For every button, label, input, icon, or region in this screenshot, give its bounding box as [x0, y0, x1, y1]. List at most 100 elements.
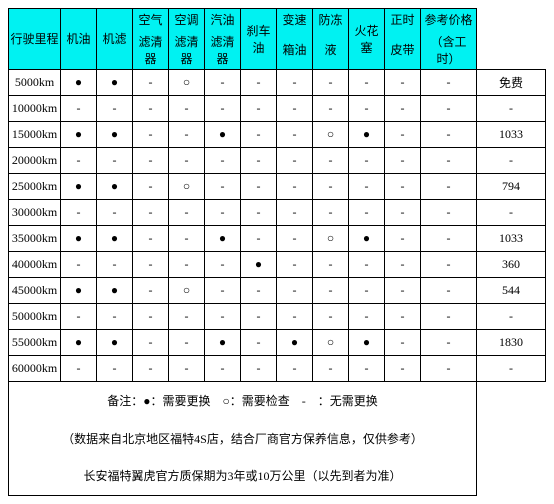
- item-cell: -: [385, 329, 421, 355]
- item-cell: -: [385, 95, 421, 121]
- item-cell: -: [133, 69, 169, 95]
- price-cell: 1033: [477, 225, 546, 251]
- item-cell: ●: [97, 277, 133, 303]
- item-cell: ○: [313, 121, 349, 147]
- header-cell: 汽油: [205, 9, 241, 31]
- item-cell: ●: [61, 329, 97, 355]
- price-cell: 360: [477, 251, 546, 277]
- price-cell: -: [477, 199, 546, 225]
- item-cell: -: [421, 121, 477, 147]
- item-cell: -: [385, 225, 421, 251]
- price-cell: -: [477, 95, 546, 121]
- item-cell: -: [205, 355, 241, 381]
- header-cell: 机油: [61, 9, 97, 70]
- item-cell: -: [349, 173, 385, 199]
- table-row: 50000km------------: [9, 303, 546, 329]
- item-cell: -: [385, 303, 421, 329]
- item-cell: -: [205, 251, 241, 277]
- item-cell: -: [349, 69, 385, 95]
- item-cell: -: [277, 147, 313, 173]
- item-cell: -: [133, 355, 169, 381]
- item-cell: -: [421, 303, 477, 329]
- table-notes: 备注：●：需要更换 ○：需要检查 - ：无需更换（数据来自北京地区福特4S店，结…: [9, 381, 546, 495]
- item-cell: ○: [313, 329, 349, 355]
- item-cell: -: [313, 173, 349, 199]
- table-head: 行驶里程机油机滤空气空调汽油刹车油变速防冻火花塞正时参考价格 滤清器滤清器滤清器…: [9, 9, 546, 70]
- item-cell: -: [421, 199, 477, 225]
- item-cell: -: [277, 69, 313, 95]
- item-cell: -: [97, 355, 133, 381]
- item-cell: ○: [313, 225, 349, 251]
- item-cell: -: [421, 95, 477, 121]
- km-cell: 35000km: [9, 225, 61, 251]
- item-cell: -: [385, 277, 421, 303]
- item-cell: -: [205, 173, 241, 199]
- price-cell: -: [477, 303, 546, 329]
- item-cell: -: [241, 69, 277, 95]
- note-cell: 长安福特翼虎官方质保期为3年或10万公里（以先到者为准）: [9, 457, 477, 495]
- item-cell: -: [349, 199, 385, 225]
- header-cell: 滤清器: [169, 31, 205, 70]
- schedule-table: 行驶里程机油机滤空气空调汽油刹车油变速防冻火花塞正时参考价格 滤清器滤清器滤清器…: [8, 8, 546, 496]
- header-cell: 机滤: [97, 9, 133, 70]
- km-cell: 25000km: [9, 173, 61, 199]
- table-row: 55000km●●--●-●○●--1830: [9, 329, 546, 355]
- price-cell: 1033: [477, 121, 546, 147]
- item-cell: ○: [169, 173, 205, 199]
- item-cell: -: [385, 173, 421, 199]
- item-cell: -: [133, 225, 169, 251]
- item-cell: -: [97, 303, 133, 329]
- item-cell: -: [313, 277, 349, 303]
- price-cell: 794: [477, 173, 546, 199]
- km-cell: 10000km: [9, 95, 61, 121]
- km-cell: 30000km: [9, 199, 61, 225]
- item-cell: -: [133, 173, 169, 199]
- item-cell: -: [385, 355, 421, 381]
- item-cell: -: [313, 69, 349, 95]
- item-cell: -: [313, 303, 349, 329]
- km-cell: 50000km: [9, 303, 61, 329]
- km-cell: 55000km: [9, 329, 61, 355]
- item-cell: -: [169, 147, 205, 173]
- item-cell: -: [241, 95, 277, 121]
- price-cell: 1830: [477, 329, 546, 355]
- item-cell: -: [241, 277, 277, 303]
- item-cell: -: [133, 95, 169, 121]
- item-cell: -: [61, 95, 97, 121]
- item-cell: -: [385, 251, 421, 277]
- note-row: 长安福特翼虎官方质保期为3年或10万公里（以先到者为准）: [9, 457, 546, 495]
- km-cell: 60000km: [9, 355, 61, 381]
- maintenance-schedule: 行驶里程机油机滤空气空调汽油刹车油变速防冻火花塞正时参考价格 滤清器滤清器滤清器…: [0, 0, 554, 504]
- item-cell: -: [133, 251, 169, 277]
- note-row: 备注：●：需要更换 ○：需要检查 - ：无需更换: [9, 381, 546, 419]
- item-cell: -: [313, 147, 349, 173]
- note-cell: 备注：●：需要更换 ○：需要检查 - ：无需更换: [9, 381, 477, 419]
- item-cell: -: [313, 95, 349, 121]
- item-cell: -: [169, 199, 205, 225]
- note-cell: （数据来自北京地区福特4S店，结合厂商官方保养信息，仅供参考）: [9, 419, 477, 457]
- item-cell: ●: [61, 69, 97, 95]
- item-cell: ●: [97, 121, 133, 147]
- item-cell: -: [277, 173, 313, 199]
- item-cell: ●: [97, 69, 133, 95]
- km-cell: 20000km: [9, 147, 61, 173]
- km-cell: 45000km: [9, 277, 61, 303]
- item-cell: ●: [241, 251, 277, 277]
- header-cell: （含工时）: [421, 31, 477, 70]
- item-cell: -: [205, 147, 241, 173]
- table-row: 5000km●●-○-------免费: [9, 69, 546, 95]
- item-cell: -: [133, 303, 169, 329]
- item-cell: -: [313, 355, 349, 381]
- item-cell: -: [421, 355, 477, 381]
- header-cell: 空调: [169, 9, 205, 31]
- price-cell: -: [477, 147, 546, 173]
- item-cell: -: [61, 355, 97, 381]
- item-cell: -: [61, 251, 97, 277]
- item-cell: -: [277, 199, 313, 225]
- item-cell: -: [241, 355, 277, 381]
- item-cell: -: [133, 199, 169, 225]
- header-cell: 参考价格: [421, 9, 477, 31]
- item-cell: -: [169, 355, 205, 381]
- item-cell: ●: [61, 121, 97, 147]
- item-cell: -: [241, 121, 277, 147]
